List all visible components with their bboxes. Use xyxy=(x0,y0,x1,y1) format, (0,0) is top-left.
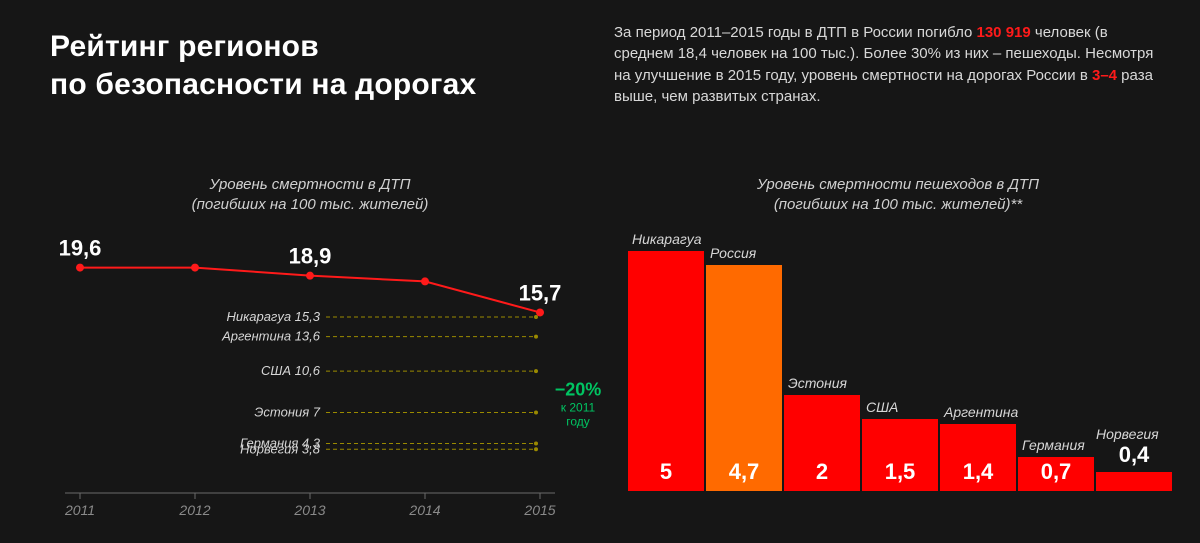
svg-text:2015: 2015 xyxy=(523,502,555,515)
bar-2: 2 Эстония xyxy=(784,251,860,491)
bar-label: Никарагуа xyxy=(632,231,702,247)
svg-text:2011: 2011 xyxy=(64,502,95,515)
line-chart-panel: Уровень смертности в ДТП (погибших на 10… xyxy=(50,175,570,515)
svg-text:−20%: −20% xyxy=(555,379,602,399)
bar-value: 2 xyxy=(784,459,860,485)
line-sub-l2: (погибших на 100 тыс. жителей) xyxy=(192,196,429,213)
desc-hl2: 3–4 xyxy=(1092,67,1117,84)
bar-rect xyxy=(628,251,704,491)
bar-0: 5Никарагуа xyxy=(628,251,704,491)
line-chart-subtitle: Уровень смертности в ДТП (погибших на 10… xyxy=(50,175,570,214)
svg-text:18,9: 18,9 xyxy=(289,244,332,269)
bar-rect xyxy=(706,265,782,491)
bar-label: Аргентина xyxy=(944,404,1018,420)
svg-text:15,7: 15,7 xyxy=(519,280,562,305)
bar-1: 4,7Россия xyxy=(706,251,782,491)
desc-pre: За период 2011–2015 годы в ДТП в России … xyxy=(614,24,977,41)
bar-3: 1,5 США xyxy=(862,251,938,491)
panels: Уровень смертности в ДТП (погибших на 10… xyxy=(0,175,1200,535)
svg-text:2013: 2013 xyxy=(293,502,325,515)
description-block: За период 2011–2015 годы в ДТП в России … xyxy=(614,22,1154,107)
bar-5: 0,7 Германия xyxy=(1018,251,1094,491)
bar-value: 0,7 xyxy=(1018,459,1094,485)
bar-chart-subtitle: Уровень смертности пешеходов в ДТП (поги… xyxy=(628,175,1168,214)
svg-text:Никарагуа 15,3: Никарагуа 15,3 xyxy=(226,309,320,324)
bar-chart-panel: Уровень смертности пешеходов в ДТП (поги… xyxy=(628,175,1168,515)
title-text: Рейтинг регионовпо безопасности на дорог… xyxy=(50,30,476,101)
bar-value: 1,4 xyxy=(940,459,1016,485)
bar-label: Германия xyxy=(1022,437,1085,453)
bar-label: Россия xyxy=(710,245,756,261)
bar-label: США xyxy=(866,399,898,415)
svg-text:Норвегия 3,8: Норвегия 3,8 xyxy=(240,441,321,456)
svg-text:к 2011: к 2011 xyxy=(561,400,596,414)
bar-value: 0,4 xyxy=(1096,442,1172,468)
bar-sub-l1: Уровень смертности пешеходов в ДТП xyxy=(757,176,1039,193)
bar-value: 1,5 xyxy=(862,459,938,485)
bar-label: Норвегия xyxy=(1096,426,1159,442)
bar-value: 5 xyxy=(628,459,704,485)
bar-chart-area: 5Никарагуа4,7Россия2Эстония1,5США1,4Арге… xyxy=(628,231,1168,491)
desc-hl1: 130 919 xyxy=(977,24,1031,41)
line-chart-svg: 2011 2012 2013 2014 2015 Никарагуа 15,3 Аргент… xyxy=(50,235,610,515)
svg-text:Эстония 7: Эстония 7 xyxy=(254,405,320,420)
bar-sub-l2: (погибших на 100 тыс. жителей)** xyxy=(774,196,1022,213)
bar-label: Эстония xyxy=(788,375,847,391)
bar-6: 0,4Норвегия xyxy=(1096,251,1172,491)
bar-rect xyxy=(1096,472,1172,491)
svg-text:2012: 2012 xyxy=(178,502,210,515)
bar-value: 4,7 xyxy=(706,459,782,485)
svg-text:2014: 2014 xyxy=(408,502,440,515)
bar-4: 1,4 Аргентина xyxy=(940,251,1016,491)
svg-text:19,6: 19,6 xyxy=(59,236,102,261)
svg-text:году: году xyxy=(566,414,590,428)
page-title: Рейтинг регионовпо безопасности на дорог… xyxy=(50,28,476,103)
svg-text:Аргентина 13,6: Аргентина 13,6 xyxy=(221,329,321,344)
svg-text:США 10,6: США 10,6 xyxy=(261,363,321,378)
line-sub-l1: Уровень смертности в ДТП xyxy=(210,176,411,193)
